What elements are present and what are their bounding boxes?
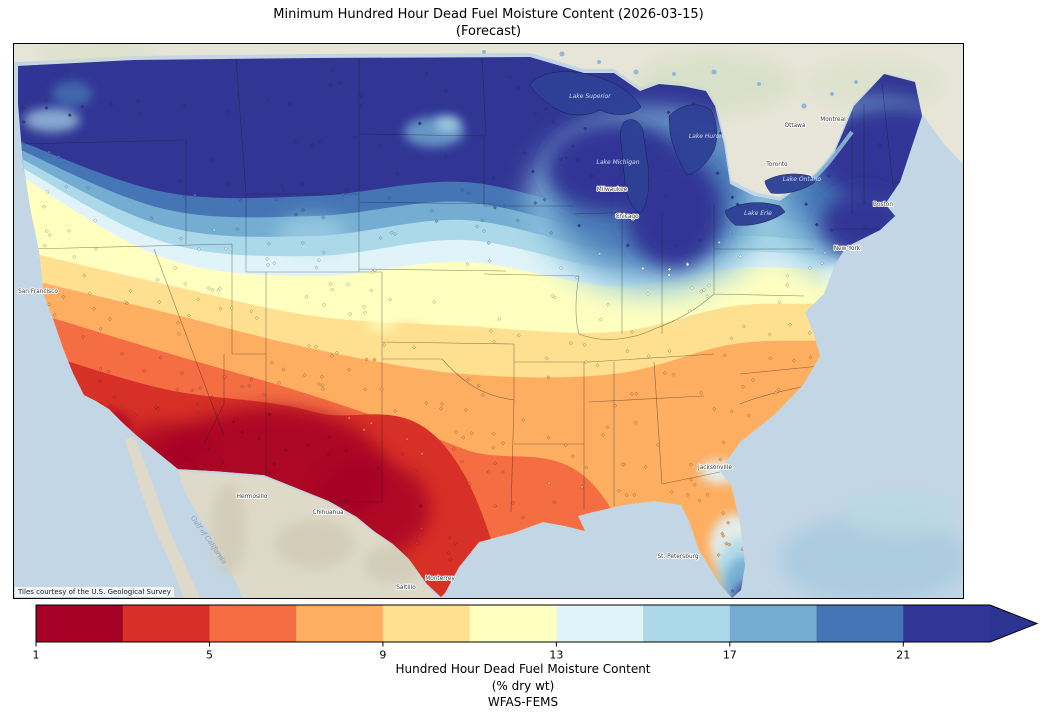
colorbar-segment [122,605,210,642]
st-lawrence-river [812,130,854,180]
colorbar-outline [35,604,1039,643]
map-label: Montreal [820,117,846,123]
colorbar-tick-label: 17 [723,649,737,662]
colorbar-segment [296,605,384,642]
map-label: Boston [873,202,893,208]
colorbar-segment [556,605,644,642]
colorbar-segment [816,605,904,642]
figure-title-line1: Minimum Hundred Hour Dead Fuel Moisture … [273,7,704,22]
colorbar-caption: Hundred Hour Dead Fuel Moisture Content … [0,661,1046,711]
colorbar-tick-label: 13 [549,649,563,662]
lake-michigan [620,119,649,214]
colorbar-segment [903,605,991,642]
great-lakes [529,71,816,226]
map-label: Lake Huron [689,133,724,140]
colorbar-segment [382,605,471,642]
figure-title: Minimum Hundred Hour Dead Fuel Moisture … [13,6,964,40]
colorbar-segment [643,605,731,642]
colorbar-label: Hundred Hour Dead Fuel Moisture Content [395,662,651,676]
lake-superior [529,71,642,116]
colorbar-extend-arrow-icon [990,605,1037,642]
map-label: St. Petersburg [657,554,698,560]
map-label: Chicago [615,214,639,220]
atlantic-shallows [779,492,963,598]
lake-ontario [764,173,816,194]
map-label: Hermosillo [237,494,268,500]
map-label: Saltillo [396,585,416,591]
map-container: Lake Superior Lake Michigan Lake Huron Lake… [13,43,964,599]
us-map: Lake Superior Lake Michigan Lake Huron Lake… [14,44,963,598]
map-label: San Francisco [18,289,58,295]
map-label: Monterrey [425,576,455,582]
canadian-lakes [482,50,858,109]
baja-california [125,436,200,598]
map-label: Ottawa [785,123,806,129]
lake-erie [724,202,786,226]
map-label: Lake Superior [569,93,611,100]
map-label: Milwaukee [597,187,628,193]
colorbar-units: (% dry wt) [491,678,555,693]
colorbar-tick-label: 5 [206,649,213,662]
map-label: New York [834,246,861,252]
colorbar-segment [36,605,124,642]
map-label: Toronto [765,162,788,168]
map-attribution: Tiles courtesy of the U.S. Geological Su… [15,587,174,597]
colorbar: 1 5 9 13 17 21 [0,601,1046,663]
colorbar-svg: 1 5 9 13 17 21 [33,604,1039,662]
colorbar-tick-label: 1 [33,649,40,662]
map-label: Lake Michigan [597,159,640,166]
colorbar-segment [209,605,297,642]
map-label: Jacksonville [697,465,732,471]
colorbar-segment [729,605,818,642]
lake-huron [668,104,718,176]
colorbar-segment [469,605,557,642]
data-source: WFAS-FEMS [487,695,559,709]
map-label: Lake Ontario [783,176,822,183]
map-label: Lake Erie [744,210,772,217]
state-borders [19,57,895,513]
mexico-landmass [125,436,438,598]
figure-title-line2: (Forecast) [455,24,522,39]
map-label: Chihuahua [312,510,344,516]
colorbar-tick-label: 9 [379,649,386,662]
colorbar-tick-label: 21 [896,649,910,662]
